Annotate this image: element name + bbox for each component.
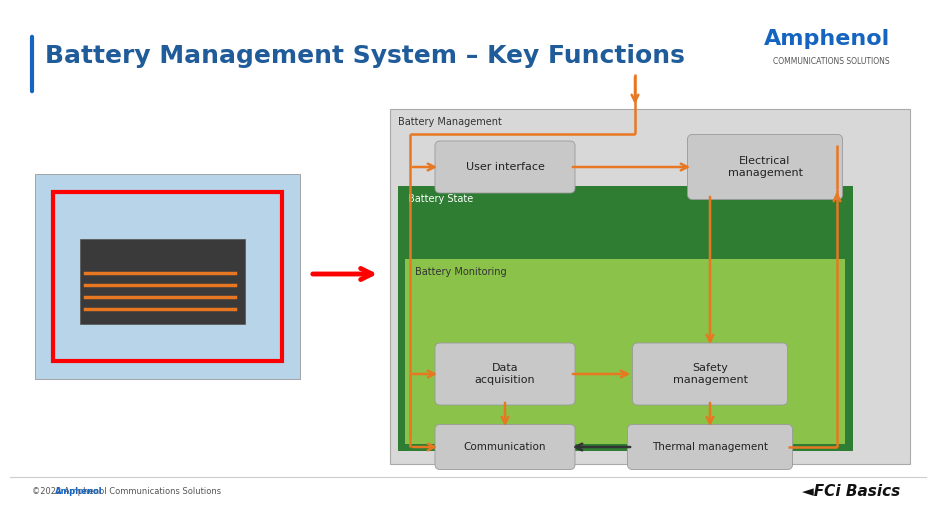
Text: Data
acquisition: Data acquisition [475, 363, 535, 385]
FancyBboxPatch shape [398, 186, 853, 451]
FancyBboxPatch shape [80, 239, 245, 324]
Text: User interface: User interface [465, 162, 545, 172]
Text: Battery Management System – Key Functions: Battery Management System – Key Function… [45, 44, 685, 68]
Text: Safety
management: Safety management [672, 363, 748, 385]
Text: Thermal management: Thermal management [652, 442, 768, 452]
FancyBboxPatch shape [35, 174, 300, 379]
FancyBboxPatch shape [405, 259, 845, 444]
FancyBboxPatch shape [435, 424, 575, 470]
Text: Battery Management: Battery Management [398, 117, 502, 127]
FancyBboxPatch shape [435, 343, 575, 405]
Text: Amphenol: Amphenol [55, 487, 103, 496]
Text: Battery Monitoring: Battery Monitoring [415, 267, 506, 277]
Text: Electrical
management: Electrical management [727, 156, 802, 178]
FancyBboxPatch shape [633, 343, 787, 405]
Text: Amphenol: Amphenol [764, 29, 890, 49]
Text: ©2022 Amphenol Communications Solutions: ©2022 Amphenol Communications Solutions [32, 487, 221, 496]
FancyBboxPatch shape [688, 134, 842, 199]
Text: Battery State: Battery State [408, 194, 474, 204]
FancyBboxPatch shape [627, 424, 793, 470]
FancyBboxPatch shape [390, 109, 910, 464]
FancyBboxPatch shape [435, 141, 575, 193]
Text: Communication: Communication [463, 442, 547, 452]
Text: ◄FCi Basics: ◄FCi Basics [802, 484, 900, 498]
Text: COMMUNICATIONS SOLUTIONS: COMMUNICATIONS SOLUTIONS [773, 57, 890, 66]
